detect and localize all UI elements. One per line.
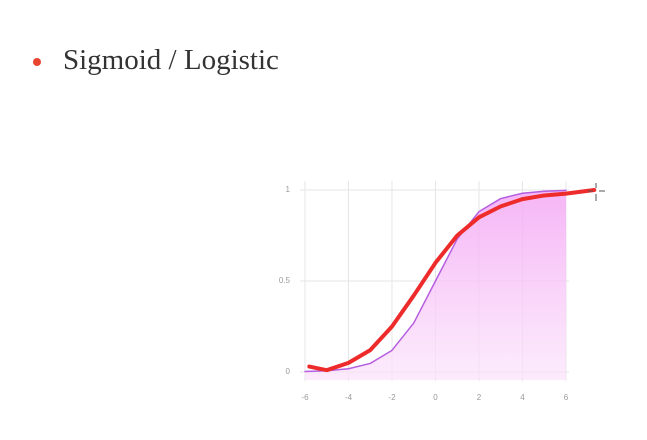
y-tick-label: 1 [286, 185, 291, 194]
line [304, 189, 567, 373]
line [307, 188, 597, 373]
area [304, 190, 566, 380]
cursor [588, 183, 605, 201]
y-tick-label: 0 [286, 367, 291, 376]
x-tick-label: -6 [301, 393, 309, 402]
x-tick-label: 2 [477, 393, 482, 402]
y-tick-label: 0.5 [279, 276, 291, 285]
x-tick-label: 0 [433, 393, 438, 402]
bullet-dot [33, 58, 41, 66]
x-tick-label: 6 [564, 393, 569, 402]
x-tick-label: -2 [388, 393, 396, 402]
bullet-text: Sigmoid / Logistic [63, 44, 279, 76]
x-tick-label: 4 [520, 393, 525, 402]
x-tick-label: -4 [345, 393, 353, 402]
